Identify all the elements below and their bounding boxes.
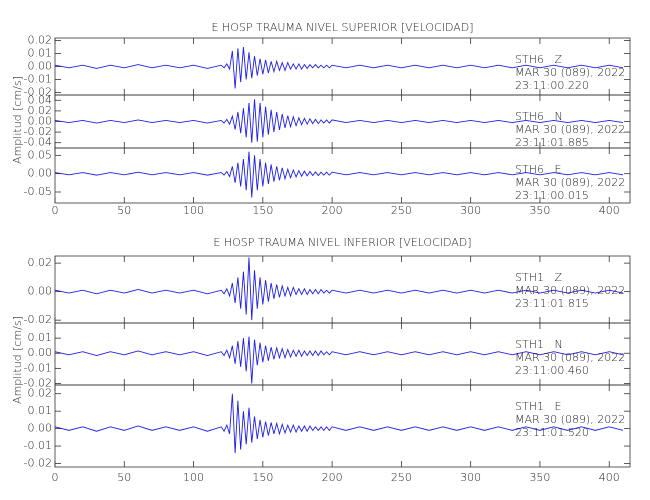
x-tick-label: 350 — [529, 471, 550, 484]
x-tick-label: 50 — [117, 204, 131, 217]
y-tick-label: -0.02 — [24, 125, 52, 138]
annotation: STH6 N — [515, 110, 563, 123]
panel-frame — [54, 147, 631, 204]
x-tick-label: 0 — [52, 204, 59, 217]
y-tick-label: 0.00 — [28, 167, 53, 180]
x-tick-label: 250 — [391, 204, 412, 217]
y-tick-label: 0.05 — [28, 148, 53, 161]
x-tick-label: 250 — [391, 471, 412, 484]
annotation: STH1 N — [515, 338, 563, 351]
y-tick-label: -0.01 — [24, 72, 52, 85]
y-tick-label: 0.02 — [28, 34, 53, 47]
y-tick-label: -0.02 — [24, 457, 52, 470]
x-tick-label: 100 — [183, 471, 204, 484]
x-tick-label: 300 — [460, 471, 481, 484]
y-axis-label: Amplitud [cm/s] — [11, 76, 24, 164]
y-axis-label: Amplitud [cm/s] — [11, 316, 24, 404]
annotation: STH6 Z — [515, 53, 562, 66]
y-tick-label: 0.01 — [28, 404, 53, 417]
annotation: MAR 30 (089), 2022 — [515, 176, 625, 189]
x-tick-label: 50 — [117, 471, 131, 484]
annotation: MAR 30 (089), 2022 — [515, 123, 625, 136]
annotation: STH1 E — [515, 400, 561, 413]
y-tick-label: 0.00 — [28, 422, 53, 435]
y-tick-label: -0.05 — [24, 185, 52, 198]
waveform — [54, 336, 624, 384]
y-tick-label: 0.01 — [28, 47, 53, 60]
y-tick-label: 0.00 — [28, 115, 53, 128]
x-tick-label: 300 — [460, 204, 481, 217]
annotation: 23:11:01.815 — [515, 297, 589, 310]
annotation: STH6 E — [515, 163, 561, 176]
waveform — [54, 99, 624, 143]
annotation: 23:11:01.885 — [515, 136, 589, 149]
annotation: MAR 30 (089), 2022 — [515, 351, 625, 364]
y-tick-label: -0.02 — [24, 376, 52, 389]
x-tick-label: 400 — [599, 204, 620, 217]
annotation: STH1 Z — [515, 271, 562, 284]
y-tick-label: -0.04 — [24, 136, 52, 149]
y-tick-label: 0.00 — [28, 346, 53, 359]
y-tick-label: 0.02 — [28, 387, 53, 400]
chart-title: E HOSP TRAUMA NIVEL SUPERIOR [VELOCIDAD] — [211, 21, 473, 34]
y-tick-label: 0.04 — [28, 93, 53, 106]
x-tick-label: 200 — [322, 471, 343, 484]
x-tick-label: 150 — [252, 471, 273, 484]
y-tick-label: 0.02 — [28, 256, 53, 269]
x-tick-label: 0 — [52, 471, 59, 484]
x-tick-label: 400 — [599, 471, 620, 484]
annotation: 23:11:00.460 — [515, 364, 589, 377]
y-tick-label: -0.02 — [24, 85, 52, 98]
x-tick-label: 100 — [183, 204, 204, 217]
x-tick-label: 200 — [322, 204, 343, 217]
x-tick-label: 350 — [529, 204, 550, 217]
waveform — [54, 47, 624, 89]
y-tick-label: 0.01 — [28, 331, 53, 344]
annotation: MAR 30 (089), 2022 — [515, 284, 625, 297]
waveform — [54, 257, 624, 321]
y-tick-label: -0.02 — [24, 313, 52, 326]
y-tick-label: 0.00 — [28, 60, 53, 73]
waveform — [54, 151, 624, 198]
y-tick-label: 0.00 — [28, 285, 53, 298]
y-tick-label: -0.01 — [24, 439, 52, 452]
annotation: 23:11:00.220 — [515, 79, 589, 92]
chart-title: E HOSP TRAUMA NIVEL INFERIOR [VELOCIDAD] — [213, 236, 471, 249]
annotation: MAR 30 (089), 2022 — [515, 413, 625, 426]
y-tick-label: 0.02 — [28, 104, 53, 117]
y-tick-label: -0.01 — [24, 361, 52, 374]
waveform — [54, 393, 624, 454]
annotation: 23:11:00.015 — [515, 189, 589, 202]
annotation: 23:11:01.520 — [515, 426, 589, 439]
panel-frame — [54, 384, 631, 468]
x-tick-label: 150 — [252, 204, 273, 217]
annotation: MAR 30 (089), 2022 — [515, 66, 625, 79]
